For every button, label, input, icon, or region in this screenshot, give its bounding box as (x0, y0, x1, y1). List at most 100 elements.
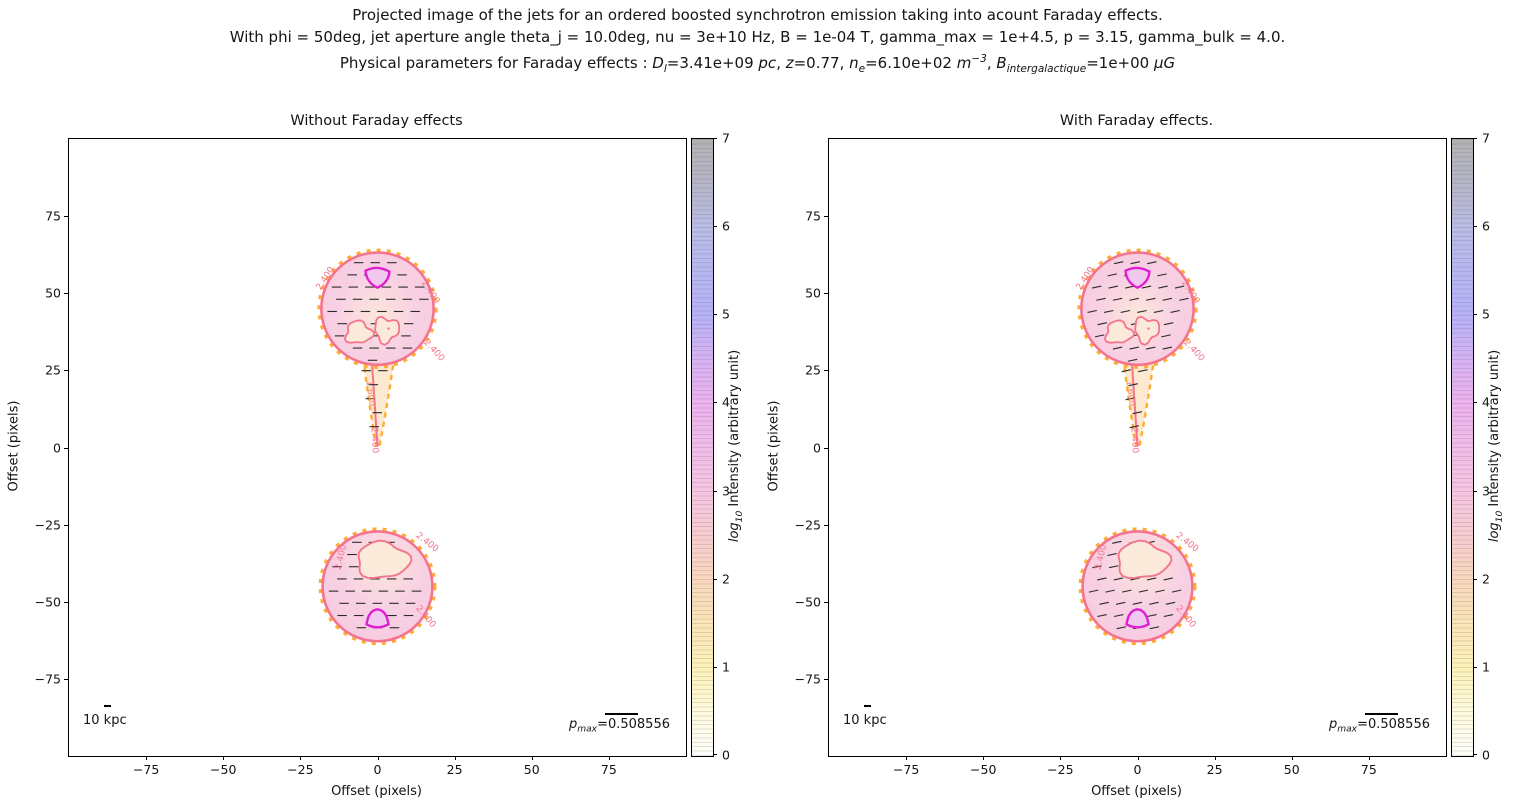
y-tick-mark (824, 601, 828, 603)
colorbar-tick-label: 7 (1482, 130, 1490, 146)
x-tick-label: −50 (210, 762, 237, 777)
colorbar-tick-label: 1 (1482, 659, 1490, 675)
colorbar-tick-label: 6 (1482, 218, 1490, 234)
colorbar-without-faraday: log10 Intensity (arbitrary unit) 0 1 2 3 4 5 6… (691, 131, 761, 763)
y-tick-mark (64, 216, 68, 218)
x-tick-label: −75 (132, 762, 160, 777)
x-tick-mark (454, 756, 456, 760)
colorbar-tick-mark (713, 402, 717, 404)
x-tick-mark (983, 756, 985, 760)
x-tick-mark (531, 756, 533, 760)
svg-text:2.400: 2.400 (421, 338, 446, 364)
colorbar-tick-mark (713, 314, 717, 316)
pmax-polarization-bar (1365, 713, 1398, 715)
colorbar-tick-mark (713, 490, 717, 492)
x-tick-label: −50 (970, 762, 997, 777)
y-tick-mark (64, 447, 68, 449)
panel-title-with-faraday: With Faraday effects. (1059, 113, 1214, 129)
colorbar-tick-label: 5 (1482, 306, 1490, 322)
y-tick-label: −50 (794, 594, 821, 610)
x-tick-mark (1368, 756, 1370, 760)
svg-text:2.400: 2.400 (1129, 427, 1140, 454)
svg-text:1.600: 1.600 (364, 380, 377, 407)
y-tick-label: −75 (794, 671, 821, 687)
colorbar-gradient (1451, 138, 1474, 757)
suptitle-line-1: Projected image of the jets for an order… (352, 6, 1163, 24)
colorbar-tick-mark (1473, 226, 1477, 228)
svg-text:2.400: 2.400 (1181, 338, 1206, 364)
y-tick-mark (64, 678, 68, 680)
scalebar-label: 10 kpc (83, 713, 127, 728)
y-axis-label: Offset (pixels) (6, 400, 22, 492)
y-tick-label: 25 (805, 362, 821, 378)
x-tick-mark (906, 756, 908, 760)
x-tick-label: 0 (1133, 762, 1142, 777)
x-tick-mark (223, 756, 225, 760)
panel-without-faraday: Without Faraday effects 2.400 2.400 2.400 1… (7, 113, 687, 799)
y-tick-mark (824, 447, 828, 449)
y-tick-mark (824, 524, 828, 526)
x-axis-label: Offset (pixels) (1091, 784, 1182, 799)
colorbar-tick-label: 6 (722, 218, 730, 234)
y-tick-label: 75 (45, 208, 61, 224)
y-tick-mark (824, 216, 828, 218)
colorbar-tick-mark (1473, 490, 1477, 492)
y-tick-label: 50 (805, 285, 821, 301)
y-tick-mark (64, 293, 68, 295)
colorbar-with-faraday: log10 Intensity (arbitrary unit) 0 1 2 3 4 5 6… (1451, 131, 1515, 763)
suptitle-line-2: With phi = 50deg, jet aperture angle the… (229, 28, 1286, 46)
pmax-label: pmax=0.508556 (1328, 717, 1430, 735)
y-tick-label: 50 (45, 285, 61, 301)
y-tick-label: −25 (794, 517, 821, 533)
colorbar-axis-label: log10 Intensity (arbitrary unit) (727, 349, 745, 543)
x-tick-label: −75 (892, 762, 920, 777)
colorbar-tick-mark (1473, 402, 1477, 404)
y-tick-label: −50 (34, 594, 61, 610)
figure-suptitle: Projected image of the jets for an order… (0, 4, 1515, 80)
colorbar-tick-label: 2 (1482, 571, 1490, 587)
colorbar-tick-mark (1473, 666, 1477, 668)
y-tick-label: 75 (805, 208, 821, 224)
colorbar-tick-label: 4 (722, 394, 730, 410)
y-tick-mark (824, 370, 828, 372)
scalebar-label: 10 kpc (843, 713, 887, 728)
colorbar-tick-label: 0 (722, 747, 730, 763)
colorbar-tick-mark (713, 578, 717, 580)
pmax-label: pmax=0.508556 (568, 717, 670, 735)
x-axis-label: Offset (pixels) (331, 784, 422, 799)
colorbar-tick-label: 7 (722, 130, 730, 146)
colorbar-tick-mark (713, 138, 717, 139)
x-tick-mark (1291, 756, 1293, 760)
colorbar-tick-label: 3 (1482, 483, 1490, 499)
y-tick-mark (824, 293, 828, 295)
x-tick-label: −25 (287, 762, 314, 777)
x-tick-label: 50 (1283, 762, 1300, 777)
colorbar-tick-mark (1473, 314, 1477, 316)
panel-title-without-faraday: Without Faraday effects (290, 113, 463, 129)
colorbar-tick-label: 4 (1482, 394, 1490, 410)
colorbar-axis-label: log10 Intensity (arbitrary unit) (1487, 349, 1505, 543)
panel-with-faraday: With Faraday effects. 2.400 2.400 2.400 1.6… (767, 113, 1447, 799)
svg-text:1.600: 1.600 (1124, 380, 1137, 407)
x-tick-mark (146, 756, 148, 760)
x-tick-label: 0 (373, 762, 382, 777)
colorbar-tick-mark (1473, 138, 1477, 139)
y-tick-label: 0 (53, 440, 61, 455)
x-tick-mark (1060, 756, 1062, 760)
y-tick-mark (64, 524, 68, 526)
y-tick-label: −75 (34, 671, 61, 687)
colorbar-tick-label: 3 (722, 483, 730, 499)
x-tick-mark (377, 756, 379, 760)
colorbar-gradient (691, 138, 714, 757)
y-tick-label: 25 (45, 362, 61, 378)
suptitle-line-3: Physical parameters for Faraday effects … (339, 53, 1176, 75)
axes-without-faraday: 2.400 2.400 2.400 1.600 2.400 2.400 2.400 2.400… (35, 138, 687, 777)
x-tick-mark (1214, 756, 1216, 760)
colorbar-tick-mark (713, 226, 717, 228)
colorbar-tick-label: 2 (722, 571, 730, 587)
y-axis-label: Offset (pixels) (766, 400, 782, 492)
axes-with-faraday: 2.400 2.400 2.400 1.600 2.400 2.400 2.400 2.400… (795, 138, 1447, 777)
